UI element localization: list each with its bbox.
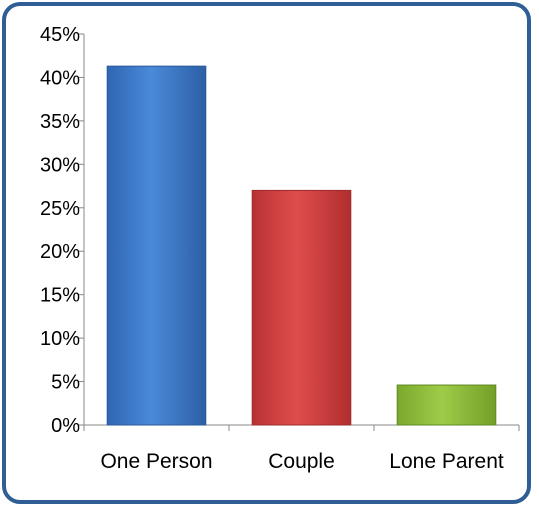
y-tick-label: 15% [40, 285, 80, 307]
y-tick-label: 30% [40, 154, 80, 176]
y-tick-label: 20% [40, 241, 80, 263]
y-tick-label: 5% [51, 372, 80, 394]
x-category-label: Couple [268, 450, 335, 473]
labels: 0% 5% 10% 15% 20% 25% 30% 35% 40% 45% One Person Co… [40, 24, 504, 473]
bar-lone-parent [396, 384, 497, 426]
x-category-label: Lone Parent [389, 450, 504, 473]
y-tick-label: 25% [40, 198, 80, 220]
y-tick-label: 45% [40, 24, 80, 46]
bars [106, 65, 497, 426]
bar-couple [251, 189, 352, 426]
y-tick-label: 40% [40, 67, 80, 89]
y-tick-label: 35% [40, 111, 80, 133]
y-tick-label: 0% [51, 415, 80, 437]
bar-one-person [106, 65, 207, 426]
x-category-label: One Person [100, 450, 212, 473]
y-tick-label: 10% [40, 328, 80, 350]
